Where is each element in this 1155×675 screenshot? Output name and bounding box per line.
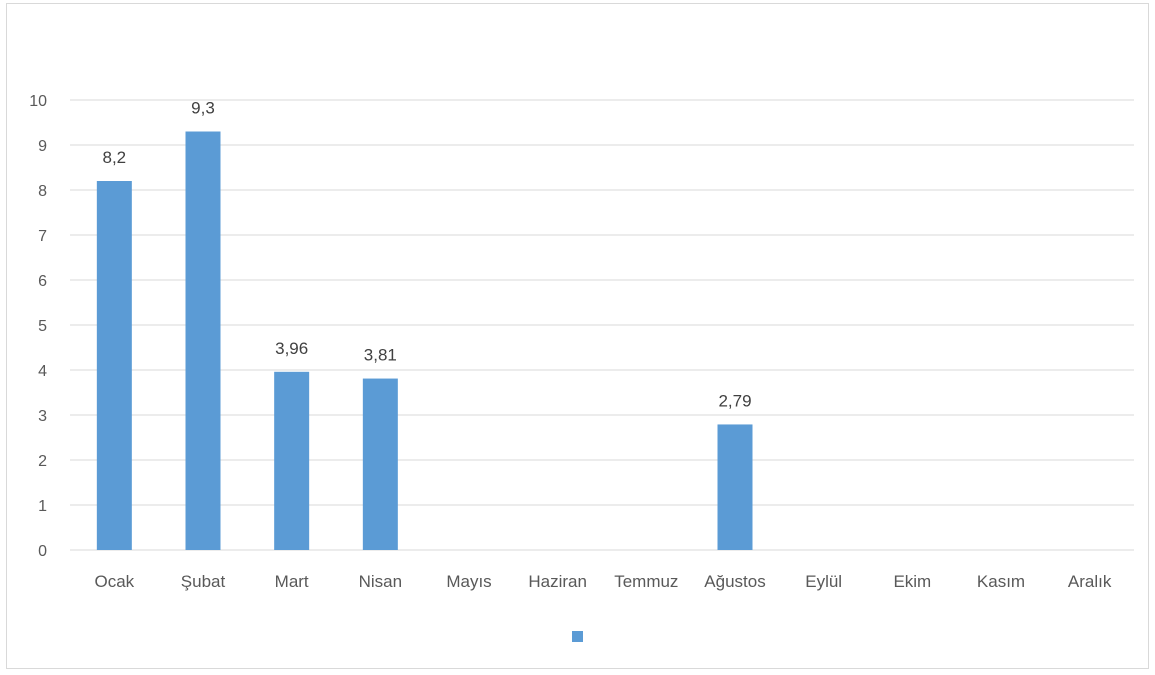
data-label: 3,96	[275, 339, 308, 358]
y-tick-label: 5	[38, 318, 47, 335]
bar	[274, 371, 310, 550]
y-tick-label: 8	[38, 183, 47, 200]
y-tick-label: 6	[38, 273, 47, 290]
x-tick-label: Kasım	[977, 572, 1025, 591]
legend-marker	[572, 631, 583, 642]
x-tick-label: Temmuz	[614, 572, 678, 591]
data-label: 8,2	[103, 148, 127, 167]
y-tick-label: 9	[38, 138, 47, 155]
y-tick-label: 7	[38, 228, 47, 245]
y-tick-label: 0	[38, 543, 47, 560]
legend	[572, 631, 583, 642]
data-label: 2,79	[718, 391, 751, 410]
x-tick-label: Ocak	[94, 572, 134, 591]
x-tick-label: Nisan	[359, 572, 402, 591]
x-tick-label: Mayıs	[446, 572, 491, 591]
x-axis-ticks: Ocak Şubat Mart Nisan Mayıs Haziran Temmuz Ağus…	[94, 572, 1111, 591]
x-tick-label: Mart	[275, 572, 309, 591]
data-labels: 8,2 9,3 3,96 3,81 2,79	[103, 99, 752, 411]
bar	[362, 378, 398, 550]
gridlines	[70, 99, 1134, 551]
y-tick-label: 1	[38, 498, 47, 515]
x-tick-label: Ekim	[893, 572, 931, 591]
x-tick-label: Şubat	[181, 572, 226, 591]
x-tick-label: Eylül	[805, 572, 842, 591]
bars	[96, 131, 753, 550]
bar	[96, 181, 132, 550]
x-tick-label: Aralık	[1068, 572, 1112, 591]
bar	[717, 424, 753, 550]
data-label: 9,3	[191, 99, 215, 118]
bar-chart: 0 1 2 3 4 5 6 7 8 9 10 8,2 9,3 3,96 3,81 2,79 Ocak Şuba…	[29, 93, 1134, 642]
y-tick-label: 4	[38, 363, 47, 380]
bar	[185, 131, 221, 550]
data-label: 3,81	[364, 346, 397, 365]
chart-frame: 0 1 2 3 4 5 6 7 8 9 10 8,2 9,3 3,96 3,81 2,79 Ocak Şuba…	[6, 3, 1149, 669]
y-tick-label: 10	[29, 93, 47, 110]
y-tick-label: 3	[38, 408, 47, 425]
x-tick-label: Haziran	[528, 572, 587, 591]
x-tick-label: Ağustos	[704, 572, 765, 591]
y-tick-label: 2	[38, 453, 47, 470]
y-axis-ticks: 0 1 2 3 4 5 6 7 8 9 10	[29, 93, 47, 560]
